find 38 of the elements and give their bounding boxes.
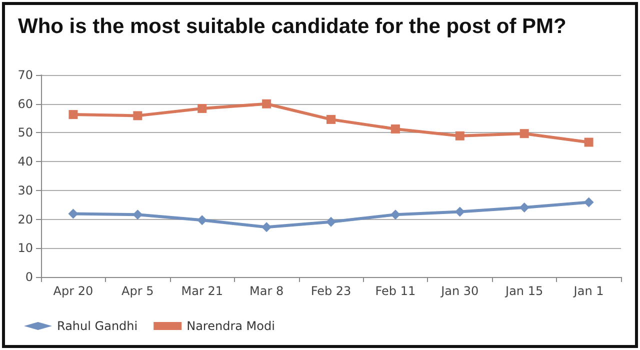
point: [454, 206, 465, 217]
point: [520, 129, 529, 138]
legend-label: Rahul Gandhi: [57, 319, 138, 333]
x-tick-label: Jan 15: [504, 284, 544, 298]
y-tick-label: 60: [18, 96, 33, 111]
y-tick-label: 0: [25, 270, 33, 284]
y-tick-label: 50: [18, 126, 33, 140]
y-tick-label: 30: [18, 183, 33, 198]
point: [455, 131, 464, 140]
chart-title: Who is the most suitable candidate for the post of PM?: [18, 15, 566, 38]
point: [326, 216, 336, 227]
point: [584, 138, 594, 147]
y-tick-label: 20: [18, 212, 33, 226]
y-tick-label: 70: [18, 68, 33, 82]
point: [519, 202, 530, 212]
x-tick-label: Mar 21: [181, 284, 223, 298]
point: [390, 210, 400, 220]
point: [262, 222, 272, 232]
point: [68, 208, 78, 219]
legend-label: Narendra Modi: [186, 319, 275, 333]
point: [390, 124, 400, 134]
point: [133, 111, 142, 120]
point: [132, 210, 143, 220]
point: [262, 99, 272, 108]
y-tick-label: 40: [18, 154, 33, 169]
point: [197, 215, 208, 226]
x-tick-label: Jan 30: [440, 284, 479, 298]
x-tick-label: Feb 11: [375, 284, 416, 298]
point: [198, 104, 207, 113]
point: [68, 110, 78, 120]
point: [326, 114, 336, 124]
x-tick-label: Apr 5: [122, 284, 154, 298]
x-tick-label: Apr 20: [53, 284, 94, 298]
x-tick-label: Jan 1: [572, 284, 604, 298]
x-tick-label: Feb 23: [310, 284, 352, 298]
y-tick-label: 10: [18, 241, 33, 256]
point: [584, 197, 594, 208]
x-tick-label: Mar 8: [250, 284, 284, 298]
